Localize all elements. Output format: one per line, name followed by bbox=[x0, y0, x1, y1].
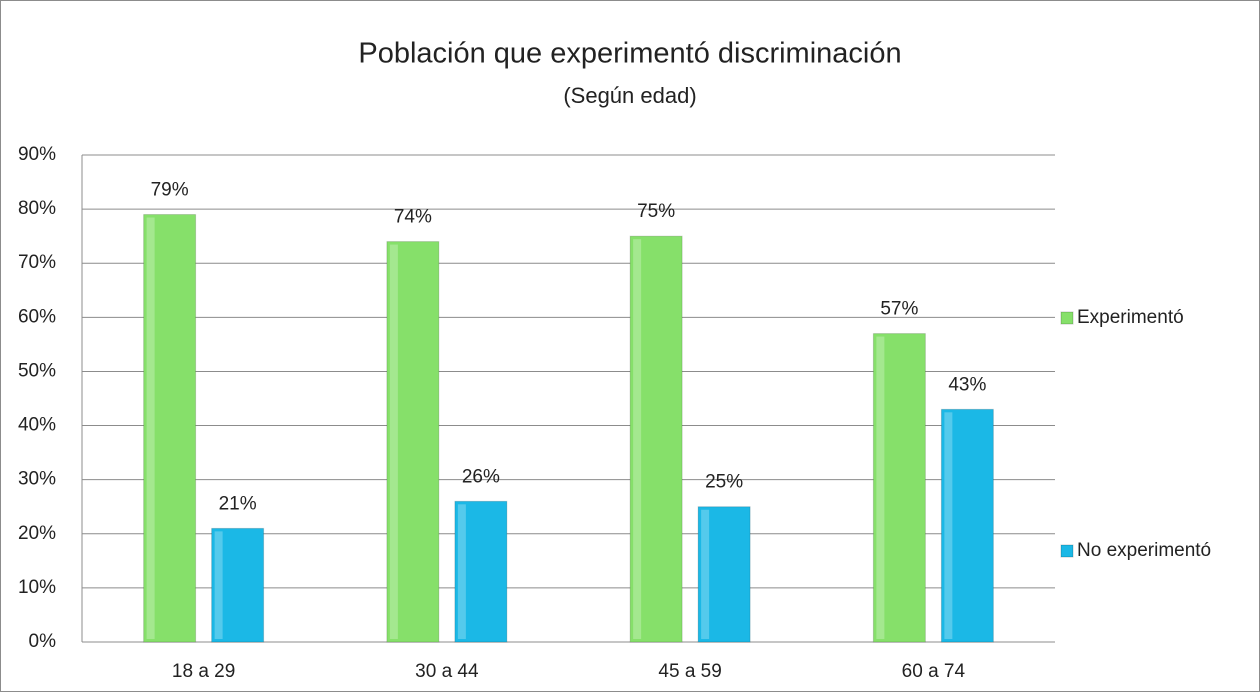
data-label: 43% bbox=[948, 374, 986, 395]
y-tick-label: 0% bbox=[29, 631, 57, 652]
data-label: 57% bbox=[880, 299, 918, 320]
x-tick-label: 18 a 29 bbox=[172, 661, 235, 682]
legend-swatch bbox=[1060, 311, 1074, 325]
bar bbox=[454, 500, 508, 643]
y-tick-label: 20% bbox=[18, 523, 56, 544]
y-tick-label: 40% bbox=[18, 415, 56, 436]
bar bbox=[211, 527, 265, 643]
legend-label: Experimentó bbox=[1077, 307, 1184, 328]
y-tick-label: 70% bbox=[18, 252, 56, 273]
chart-title: Población que experimentó discriminación bbox=[358, 38, 901, 70]
y-tick-label: 90% bbox=[18, 144, 56, 165]
data-label: 79% bbox=[151, 180, 189, 201]
x-tick-label: 45 a 59 bbox=[658, 661, 721, 682]
data-label: 74% bbox=[394, 207, 432, 228]
data-label: 25% bbox=[705, 472, 743, 493]
chart-subtitle: (Según edad) bbox=[563, 83, 696, 108]
bar-highlight bbox=[389, 244, 398, 640]
bar bbox=[629, 235, 683, 643]
bar bbox=[143, 214, 197, 643]
x-tick-label: 30 a 44 bbox=[415, 661, 479, 682]
y-tick-label: 50% bbox=[18, 360, 56, 381]
bar-highlight bbox=[633, 239, 642, 639]
x-tick-label: 60 a 74 bbox=[902, 661, 966, 682]
bar bbox=[697, 506, 751, 643]
y-tick-label: 80% bbox=[18, 198, 56, 219]
legend-swatch bbox=[1060, 544, 1074, 558]
bar-highlight bbox=[876, 336, 885, 639]
bar-highlight bbox=[214, 531, 223, 639]
y-tick-label: 10% bbox=[18, 577, 56, 598]
bar-highlight bbox=[146, 217, 155, 639]
bar bbox=[872, 333, 926, 643]
bar-highlight bbox=[457, 504, 466, 639]
y-tick-label: 30% bbox=[18, 469, 56, 490]
data-label: 75% bbox=[637, 201, 675, 222]
y-tick-label: 60% bbox=[18, 306, 56, 327]
legend-label: No experimentó bbox=[1077, 540, 1211, 561]
bar-highlight bbox=[701, 509, 710, 639]
bar bbox=[386, 241, 440, 643]
data-label: 21% bbox=[219, 493, 257, 514]
bar-highlight bbox=[944, 412, 953, 639]
bar bbox=[940, 408, 994, 643]
data-label: 26% bbox=[462, 466, 500, 487]
